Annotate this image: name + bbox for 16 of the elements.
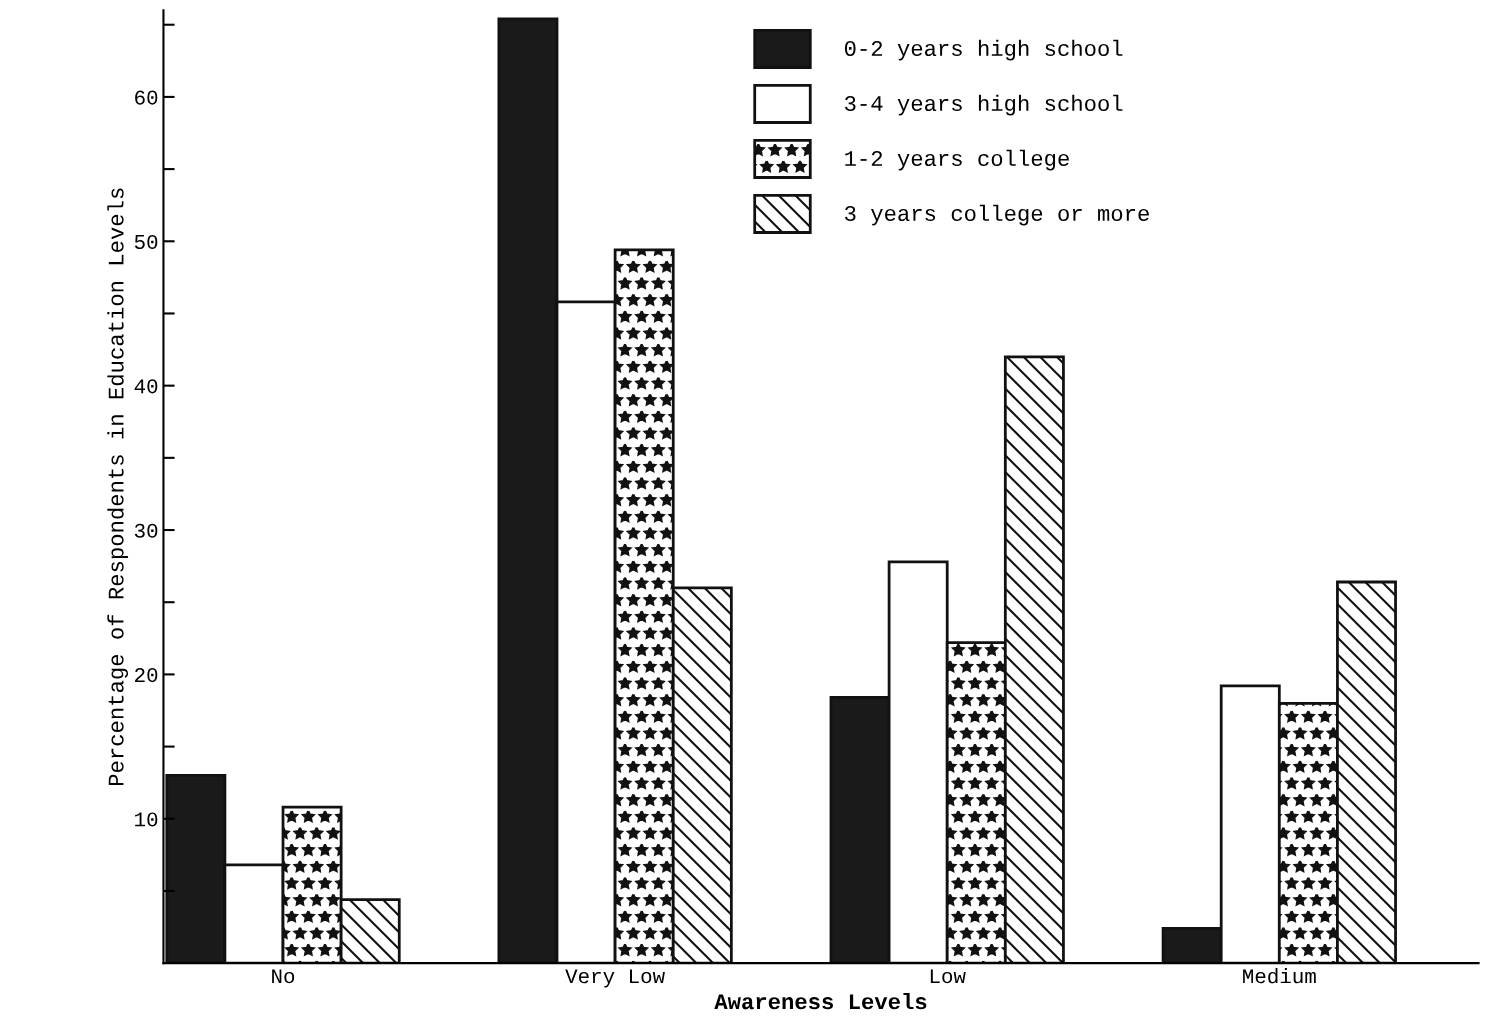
y-tick-label: 20: [135, 668, 158, 683]
legend-label: 3 years college or more: [844, 204, 1149, 226]
x-axis-title: Awareness Levels: [714, 992, 927, 1010]
y-tick-label: 40: [134, 379, 158, 394]
legend-label: 3-4 years high school: [844, 94, 1123, 116]
y-tick-label: 60: [135, 90, 158, 105]
y-tick-label: 10: [135, 812, 158, 827]
x-tick-label: Very Low: [565, 969, 665, 988]
y-tick-label: 50: [134, 234, 158, 250]
x-tick-label: No: [272, 969, 295, 984]
x-tick-label: Medium: [1243, 968, 1316, 984]
x-tick-label: Low: [930, 969, 966, 984]
legend-label: 0-2 years high school: [844, 39, 1123, 61]
y-tick-label: 30: [134, 523, 158, 538]
y-axis-title: Percentage of Respondents in Education Levels: [107, 188, 129, 786]
legend-label: 1-2 years college: [845, 149, 1069, 171]
